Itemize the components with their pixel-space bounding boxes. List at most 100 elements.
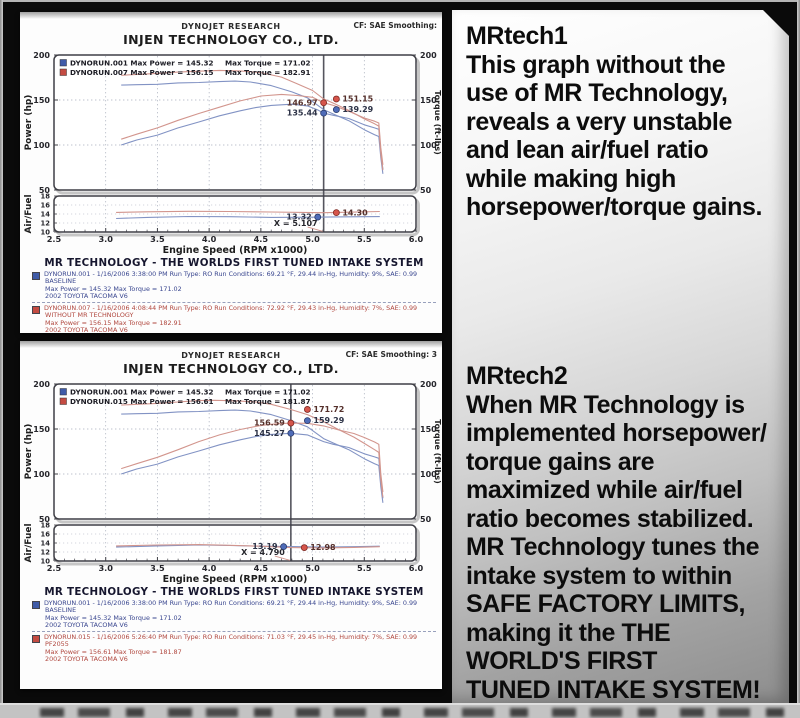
svg-text:DYNORUN.001 Max Power = 145.32: DYNORUN.001 Max Power = 145.32 — [70, 388, 214, 397]
svg-text:200: 200 — [420, 380, 437, 389]
notes-panel: MRtech1 This graph without the use of MR… — [452, 10, 789, 706]
sheet-header: DYNOJET RESEARCH CF: SAE Smoothing: INJE… — [20, 12, 442, 48]
legend-swatch-icon — [32, 272, 40, 280]
svg-text:100: 100 — [420, 141, 437, 150]
run-line: DYNORUN.007 - 1/16/2006 4:08:44 PM Run T… — [44, 304, 418, 313]
svg-text:5.0: 5.0 — [305, 234, 320, 244]
run-line: Max Power = 145.32 Max Torque = 171.02 — [45, 613, 182, 622]
run-line: WITHOUT MR TECHNOLOGY — [45, 311, 134, 320]
svg-text:Max Torque = 171.02: Max Torque = 171.02 — [225, 59, 310, 68]
svg-text:145.27: 145.27 — [254, 429, 285, 438]
svg-text:150: 150 — [420, 96, 437, 105]
svg-text:135.44: 135.44 — [287, 109, 318, 118]
svg-text:14.30: 14.30 — [342, 208, 368, 217]
note-mrtech1-body: This graph without the use of MR Technol… — [466, 50, 763, 221]
company-title: INJEN TECHNOLOGY CO., LTD. — [123, 32, 339, 47]
dyno-sheet-1: DYNOJET RESEARCH CF: SAE Smoothing: INJE… — [20, 12, 442, 333]
svg-text:100: 100 — [420, 470, 437, 479]
svg-text:Air/Fuel: Air/Fuel — [24, 194, 34, 233]
dyno-sheet-2: DYNOJET RESEARCH CF: SAE Smoothing: 3 IN… — [20, 341, 442, 689]
svg-text:4.0: 4.0 — [202, 234, 217, 244]
run-info-without-mr: DYNORUN.007 - 1/16/2006 4:08:44 PM Run T… — [32, 304, 436, 333]
svg-text:150: 150 — [33, 96, 50, 105]
svg-text:139.29: 139.29 — [342, 105, 373, 114]
svg-text:200: 200 — [33, 51, 50, 60]
svg-text:DYNORUN.001 Max Power = 145.32: DYNORUN.001 Max Power = 145.32 — [70, 59, 214, 68]
svg-text:6.0: 6.0 — [409, 563, 424, 573]
run-line: BASELINE — [45, 606, 77, 615]
svg-text:100: 100 — [33, 470, 50, 479]
company-title: INJEN TECHNOLOGY CO., LTD. — [123, 361, 339, 376]
legend-swatch-icon — [32, 601, 40, 609]
chart-footer-title: MR TECHNOLOGY - THE WORLDS FIRST TUNED I… — [44, 586, 424, 598]
svg-text:4.0: 4.0 — [202, 563, 217, 573]
chart-footer-title: MR TECHNOLOGY - THE WORLDS FIRST TUNED I… — [44, 257, 424, 269]
run-line: DYNORUN.015 - 1/16/2006 5:26:40 PM Run T… — [44, 633, 418, 642]
run-line: 2002 TOYOTA TACOMA V6 — [45, 291, 128, 300]
svg-text:150: 150 — [33, 425, 50, 434]
run-info-baseline: DYNORUN.001 - 1/16/2006 3:38:00 PM Run T… — [32, 599, 436, 633]
svg-text:200: 200 — [420, 51, 437, 60]
sheet-footer: MR TECHNOLOGY - THE WORLDS FIRST TUNED I… — [20, 256, 442, 333]
svg-text:12: 12 — [41, 548, 51, 556]
run-line: 2002 TOYOTA TACOMA V6 — [45, 326, 128, 333]
svg-text:3.0: 3.0 — [98, 234, 113, 244]
svg-text:5.0: 5.0 — [305, 563, 320, 573]
dynojet-research-label: DYNOJET RESEARCH — [181, 22, 281, 31]
svg-text:Power (hp): Power (hp) — [24, 424, 34, 480]
svg-text:18: 18 — [41, 521, 51, 529]
svg-text:156.59: 156.59 — [254, 419, 285, 428]
note-mrtech2-title: MRtech2 — [466, 362, 568, 390]
svg-text:200: 200 — [33, 380, 50, 389]
svg-text:3.0: 3.0 — [98, 563, 113, 573]
svg-text:Max Torque = 181.87: Max Torque = 181.87 — [225, 397, 310, 406]
run-info-baseline: DYNORUN.001 - 1/16/2006 3:38:00 PM Run T… — [32, 270, 436, 304]
legend-swatch-icon — [32, 635, 40, 644]
sheet-footer: MR TECHNOLOGY - THE WORLDS FIRST TUNED I… — [20, 585, 442, 663]
svg-text:146.97: 146.97 — [287, 98, 318, 107]
svg-text:DYNORUN.015 Max Power = 156.61: DYNORUN.015 Max Power = 156.61 — [70, 397, 214, 406]
note-mrtech1: MRtech1 This graph without the use of MR… — [466, 22, 784, 222]
run-line: 2002 TOYOTA TACOMA V6 — [45, 655, 128, 664]
run-line: DYNORUN.001 - 1/16/2006 3:38:00 PM Run T… — [44, 270, 418, 278]
svg-text:5.5: 5.5 — [357, 563, 372, 573]
svg-text:2.5: 2.5 — [47, 563, 62, 573]
run-info-mr-technology: DYNORUN.015 - 1/16/2006 5:26:40 PM Run T… — [32, 633, 436, 664]
svg-text:Torque (ft-lbs): Torque (ft-lbs) — [433, 419, 442, 484]
dynojet-research-label: DYNOJET RESEARCH — [181, 351, 281, 360]
legend-swatch-icon — [32, 306, 40, 315]
svg-text:Power (hp): Power (hp) — [24, 95, 34, 151]
svg-text:50: 50 — [39, 186, 51, 195]
run-line: DYNORUN.001 - 1/16/2006 3:38:00 PM Run T… — [44, 599, 418, 607]
svg-text:16: 16 — [41, 201, 51, 209]
svg-text:3.5: 3.5 — [150, 563, 165, 573]
svg-text:151.15: 151.15 — [342, 95, 373, 104]
svg-text:Max Torque = 171.02: Max Torque = 171.02 — [225, 388, 310, 397]
svg-text:Air/Fuel: Air/Fuel — [24, 523, 34, 562]
svg-text:150: 150 — [420, 425, 437, 434]
svg-text:100: 100 — [33, 141, 50, 150]
run-line: Max Power = 156.15 Max Torque = 182.91 — [45, 318, 182, 327]
svg-text:Max Torque = 182.91: Max Torque = 182.91 — [225, 68, 310, 77]
svg-text:2.5: 2.5 — [47, 234, 62, 244]
blurred-cutoff-text — [40, 708, 790, 717]
svg-text:16: 16 — [41, 530, 51, 538]
svg-text:14: 14 — [41, 210, 51, 218]
svg-text:10: 10 — [41, 228, 51, 236]
svg-text:171.72: 171.72 — [313, 405, 344, 414]
svg-text:X = 5.107: X = 5.107 — [274, 219, 318, 228]
cropped-text-strip — [0, 703, 800, 718]
svg-text:13.32: 13.32 — [286, 213, 311, 222]
svg-text:5.5: 5.5 — [357, 234, 372, 244]
frame-edge-top — [0, 0, 800, 2]
note-mrtech2-body: When MR Technology is implemented horsep… — [466, 390, 767, 704]
svg-text:4.5: 4.5 — [254, 563, 269, 573]
frame-edge-right — [797, 0, 800, 718]
svg-text:13.19: 13.19 — [252, 542, 278, 551]
run-line: PF2055 — [45, 640, 69, 649]
svg-text:Torque (ft-lbs): Torque (ft-lbs) — [433, 90, 442, 155]
svg-text:DYNORUN.007 Max Power = 156.15: DYNORUN.007 Max Power = 156.15 — [70, 68, 214, 77]
svg-text:4.5: 4.5 — [254, 234, 269, 244]
